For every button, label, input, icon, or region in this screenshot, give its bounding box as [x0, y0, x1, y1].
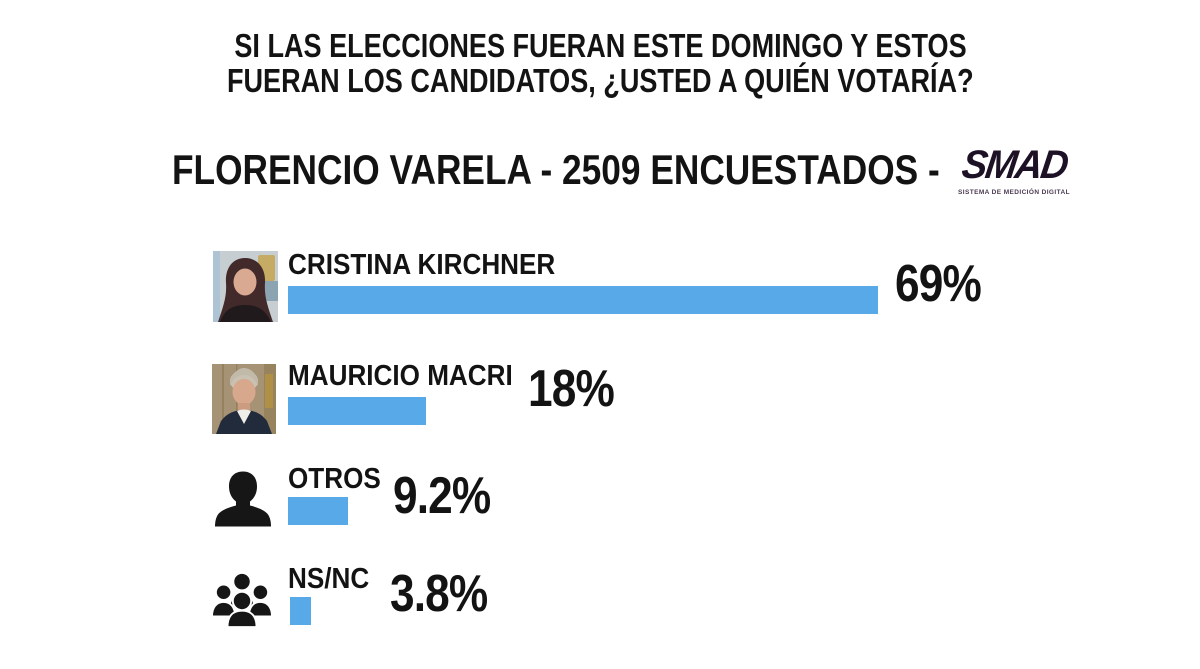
bar-cristina-kirchner: [288, 286, 878, 314]
smad-logo-tagline: SISTEMA DE MEDICIÓN DIGITAL: [958, 189, 1070, 196]
photo-mauricio-macri: [212, 364, 276, 434]
candidate-label-otros: OTROS: [288, 463, 381, 495]
single-person-icon: [213, 468, 273, 527]
value-label-mauricio-macri: 18%: [528, 360, 615, 418]
candidate-label-nsnc: NS/NC: [288, 563, 370, 595]
bar-otros: [288, 497, 348, 525]
bar-mauricio-macri: [288, 397, 426, 425]
survey-header: FLORENCIO VARELA - 2509 ENCUESTADOS -: [172, 146, 1086, 194]
smad-logo-text: SMAD: [959, 143, 1070, 187]
candidate-label-mauricio-macri: MAURICIO MACRI: [288, 360, 513, 392]
people-group-icon: [210, 571, 274, 629]
survey-header-text: FLORENCIO VARELA - 2509 ENCUESTADOS -: [172, 146, 940, 193]
photo-cristina-kirchner: [213, 251, 278, 322]
smad-logo: SMAD SISTEMA DE MEDICIÓN DIGITAL: [958, 142, 1070, 196]
value-label-nsnc: 3.8%: [390, 565, 488, 623]
value-label-otros: 9.2%: [393, 467, 491, 525]
poll-question-line-1: SI LAS ELECCIONES FUERAN ESTE DOMINGO Y …: [233, 27, 967, 64]
poll-question: SI LAS ELECCIONES FUERAN ESTE DOMINGO Y …: [0, 28, 1200, 98]
value-label-cristina-kirchner: 69%: [895, 255, 982, 313]
bar-nsnc: [290, 597, 311, 625]
candidate-label-cristina-kirchner: CRISTINA KIRCHNER: [288, 249, 556, 281]
poll-question-line-2: FUERAN LOS CANDIDATOS, ¿USTED A QUIÉN VO…: [226, 62, 974, 99]
